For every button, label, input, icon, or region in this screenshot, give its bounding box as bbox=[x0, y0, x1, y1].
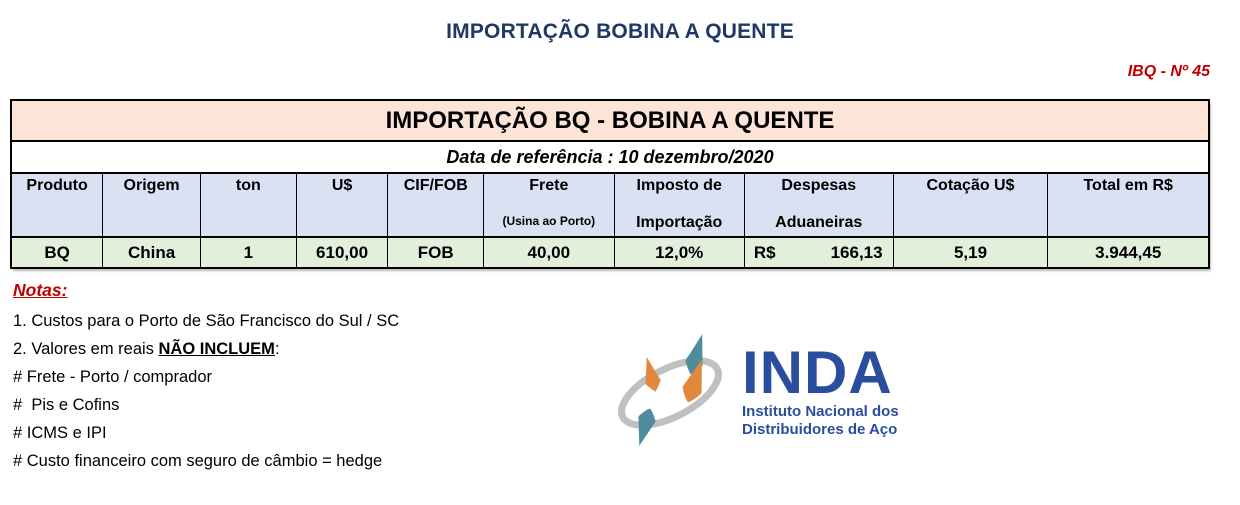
table-title-row: IMPORTAÇÃO BQ - BOBINA A QUENTE bbox=[10, 99, 1210, 142]
cell-produto: BQ bbox=[10, 236, 104, 269]
inda-logo: INDA Instituto Nacional dos Distribuidor… bbox=[610, 330, 899, 454]
col-header-produto: Produto bbox=[10, 172, 104, 238]
page-title: IMPORTAÇÃO BOBINA A QUENTE bbox=[446, 20, 794, 43]
note-line-5: # ICMS e IPI bbox=[13, 424, 107, 442]
col-header-frete: Frete (Usina ao Porto) bbox=[483, 172, 615, 238]
issue-number-label: IBQ - Nº 45 bbox=[1127, 63, 1210, 80]
notes-section: Notas: 1. Custos para o Porto de São Fra… bbox=[13, 276, 399, 475]
cell-despesas: R$ 166,13 bbox=[743, 236, 894, 269]
col-header-imposto-importacao: Imposto de Importação bbox=[613, 172, 745, 238]
note-emphasis: NÃO INCLUEM bbox=[158, 340, 275, 358]
cell-imposto: 12,0% bbox=[613, 236, 745, 269]
col-header-us: U$ bbox=[295, 172, 389, 238]
cell-total: 3.944,45 bbox=[1047, 236, 1210, 269]
col-header-origem: Origem bbox=[102, 172, 201, 238]
cell-ton: 1 bbox=[199, 236, 297, 269]
inda-logo-text: INDA Instituto Nacional dos Distribuidor… bbox=[742, 339, 899, 438]
note-line-3: # Frete - Porto / comprador bbox=[13, 368, 212, 386]
cell-us: 610,00 bbox=[295, 236, 389, 269]
table-row: BQ China 1 610,00 FOB 40,00 12,0% R$ 166… bbox=[10, 236, 1210, 269]
inda-logo-name: INDA bbox=[742, 339, 893, 407]
column-header-row: Produto Origem ton U$ CIF/FOB Frete (Usin… bbox=[10, 172, 1210, 238]
reference-date: Data de referência : 10 dezembro/2020 bbox=[10, 140, 1210, 174]
note-line-2: 2. Valores em reais NÃO INCLUEM: bbox=[13, 340, 280, 358]
notes-heading: Notas: bbox=[13, 280, 68, 300]
import-cost-table: IMPORTAÇÃO BQ - BOBINA A QUENTE Data de … bbox=[10, 99, 1210, 269]
reference-date-row: Data de referência : 10 dezembro/2020 bbox=[10, 140, 1210, 174]
cell-cotacao: 5,19 bbox=[892, 236, 1049, 269]
inda-logo-tagline: Instituto Nacional dos Distribuidores de… bbox=[742, 402, 899, 438]
despesas-value: 166,13 bbox=[830, 242, 883, 262]
note-line-1: 1. Custos para o Porto de São Francisco … bbox=[13, 312, 400, 330]
col-header-despesas-aduaneiras: Despesas Aduaneiras bbox=[743, 172, 894, 238]
inda-logo-icon bbox=[618, 334, 722, 446]
col-header-cotacao-us: Cotação U$ bbox=[892, 172, 1049, 238]
cell-cif-fob: FOB bbox=[387, 236, 485, 269]
col-header-ton: ton bbox=[199, 172, 297, 238]
currency-symbol: R$ bbox=[753, 242, 776, 262]
note-line-4: # Pis e Cofins bbox=[13, 396, 120, 414]
col-header-cif-fob: CIF/FOB bbox=[387, 172, 485, 238]
col-header-total-rs: Total em R$ bbox=[1047, 172, 1210, 238]
cell-origem: China bbox=[102, 236, 201, 269]
note-line-6: # Custo financeiro com seguro de câmbio … bbox=[13, 452, 383, 470]
cell-frete: 40,00 bbox=[483, 236, 615, 269]
table-title: IMPORTAÇÃO BQ - BOBINA A QUENTE bbox=[10, 99, 1210, 142]
